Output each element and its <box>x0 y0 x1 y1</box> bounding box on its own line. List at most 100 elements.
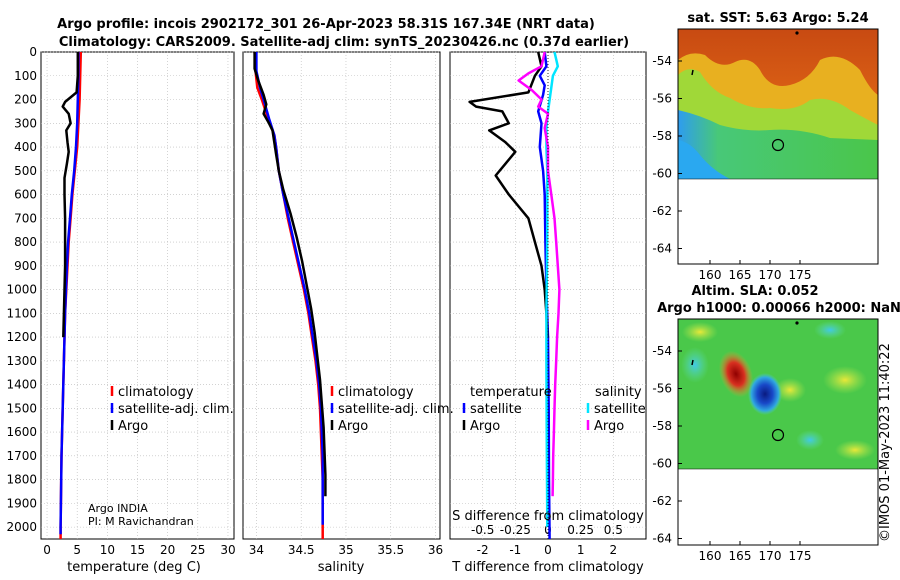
argo-pi-label: PI: M Ravichandran <box>88 515 194 528</box>
depth-tick-label: 2000 <box>6 520 37 534</box>
temperature-xlabel: temperature (deg C) <box>67 560 201 575</box>
x-tick-label: 35 <box>338 543 353 557</box>
temperature-legend: climatology satellite-adj. clim. Argo <box>110 385 234 434</box>
legend-argo-label: Argo <box>118 419 148 434</box>
s-diff-tick-label: -0.5 <box>471 523 494 537</box>
map-lon-label: 165 <box>729 268 752 282</box>
series-line-argo <box>253 52 327 497</box>
depth-tick-label: 1700 <box>6 449 37 463</box>
sla-map-title-2: Argo h1000: 0.00066 h2000: NaN <box>657 301 900 316</box>
x-tick-label: 20 <box>160 543 175 557</box>
float-trajectory-mark <box>691 359 694 366</box>
x-tick-label: 0 <box>43 543 51 557</box>
sla-map-frame <box>677 318 879 546</box>
map-lat-label: -62 <box>652 204 672 218</box>
depth-tick-label: 700 <box>14 211 37 225</box>
depth-tick-label: 300 <box>14 116 37 130</box>
x-tick-label: 15 <box>130 543 145 557</box>
depth-tick-label: 900 <box>14 259 37 273</box>
x-tick-label: 35.5 <box>377 543 404 557</box>
map-lat-label: -58 <box>652 419 672 433</box>
depth-tick-label: 200 <box>14 93 37 107</box>
sla-anomaly-negative <box>681 347 709 383</box>
title-line-2: Climatology: CARS2009. Satellite-adj cli… <box>59 35 629 50</box>
s-diff-tick-label: -0.25 <box>500 523 531 537</box>
legend-t-argo-label: Argo <box>470 419 500 434</box>
map-lon-label: 160 <box>699 268 722 282</box>
x-tick-label: 34.5 <box>288 543 315 557</box>
legend-temperature-title: temperature <box>470 385 552 400</box>
sla-anomaly-negative <box>814 321 846 339</box>
map-lat-label: -56 <box>652 382 672 396</box>
title-line-1: Argo profile: incois 2902172_301 26-Apr-… <box>57 17 595 32</box>
map-lat-label: -60 <box>652 457 672 471</box>
temperature-panel: 0100200300400500600700800900100011001200… <box>6 45 235 575</box>
sla-map-title-1: Altim. SLA: 0.052 <box>692 284 819 299</box>
sst-map-title: sat. SST: 5.63 Argo: 5.24 <box>687 11 868 26</box>
s-difference-xlabel: S difference from climatology <box>452 509 644 524</box>
argo-program-label: Argo INDIA <box>88 502 148 515</box>
map-lat-label: -64 <box>652 532 672 546</box>
x-tick-label: 1 <box>577 543 585 557</box>
x-tick-label: 2 <box>610 543 618 557</box>
x-tick-label: 5 <box>73 543 81 557</box>
legend-argo-label: Argo <box>338 419 368 434</box>
map-lon-label: 160 <box>699 549 722 563</box>
sst-field-cold <box>678 110 878 179</box>
map-lat-label: -54 <box>652 344 672 358</box>
depth-tick-label: 1400 <box>6 378 37 392</box>
map-lon-label: 170 <box>759 268 782 282</box>
t-difference-xlabel: T difference from climatology <box>451 560 644 575</box>
sst-map-frame <box>677 28 879 265</box>
sla-anomaly-positive <box>774 378 806 402</box>
argo-position-marker <box>771 138 785 152</box>
depth-tick-label: 400 <box>14 140 37 154</box>
series-line-s-argo <box>517 51 561 497</box>
depth-tick-label: 600 <box>14 188 37 202</box>
sla-eddy-cold <box>748 373 782 415</box>
legend-salinity-title: salinity <box>595 385 642 400</box>
series-line-satellite-adj-clim <box>59 52 80 535</box>
float-trajectory-dot <box>795 31 799 35</box>
difference-panel: -2 -1 0 1 2 -0.5 -0.25 0 0.25 0.5 S difference f… <box>449 51 647 575</box>
sla-anomaly-positive <box>823 366 867 394</box>
salinity-axes-box <box>242 51 441 540</box>
map-lat-label: -58 <box>652 129 672 143</box>
map-lon-label: 175 <box>789 549 812 563</box>
sla-anomaly-negative <box>796 430 824 450</box>
difference-legend-salinity: salinity satellite Argo <box>586 385 646 434</box>
legend-satellite-label: satellite-adj. clim. <box>338 402 454 417</box>
sla-anomaly-positive <box>835 440 875 460</box>
legend-climatology-label: climatology <box>118 385 194 400</box>
map-lon-label: 175 <box>789 268 812 282</box>
sst-map: sat. SST: 5.63 Argo: 5.24 -54 -56 -58 -60 -6… <box>652 11 879 282</box>
map-lat-label: -56 <box>652 92 672 106</box>
s-diff-tick-label: 0.25 <box>567 523 594 537</box>
series-line-satellite-adj-clim <box>255 52 324 525</box>
x-tick-label: 25 <box>190 543 205 557</box>
x-tick-label: -2 <box>477 543 489 557</box>
depth-tick-label: 1200 <box>6 330 37 344</box>
sla-map: Altim. SLA: 0.052 Argo h1000: 0.00066 h2… <box>652 284 900 563</box>
x-tick-label: 30 <box>220 543 235 557</box>
depth-tick-label: 100 <box>14 69 37 83</box>
float-trajectory-dot <box>795 321 799 325</box>
x-tick-label: 34 <box>249 543 264 557</box>
legend-s-satellite-label: satellite <box>594 402 646 417</box>
map-lat-label: -54 <box>652 54 672 68</box>
map-lon-label: 165 <box>729 549 752 563</box>
x-tick-label: 36 <box>428 543 443 557</box>
depth-tick-label: 1500 <box>6 401 37 415</box>
map-lon-label: 170 <box>759 549 782 563</box>
legend-t-satellite-label: satellite <box>470 402 522 417</box>
sla-anomaly-positive <box>682 322 718 342</box>
series-line-climatology <box>253 51 324 539</box>
sla-eddy-warm <box>718 350 754 398</box>
map-lat-label: -64 <box>652 242 672 256</box>
argo-position-marker <box>771 428 785 442</box>
legend-satellite-label: satellite-adj. clim. <box>118 402 234 417</box>
depth-tick-label: 1300 <box>6 354 37 368</box>
depth-tick-label: 1100 <box>6 306 37 320</box>
depth-tick-label: 1600 <box>6 425 37 439</box>
